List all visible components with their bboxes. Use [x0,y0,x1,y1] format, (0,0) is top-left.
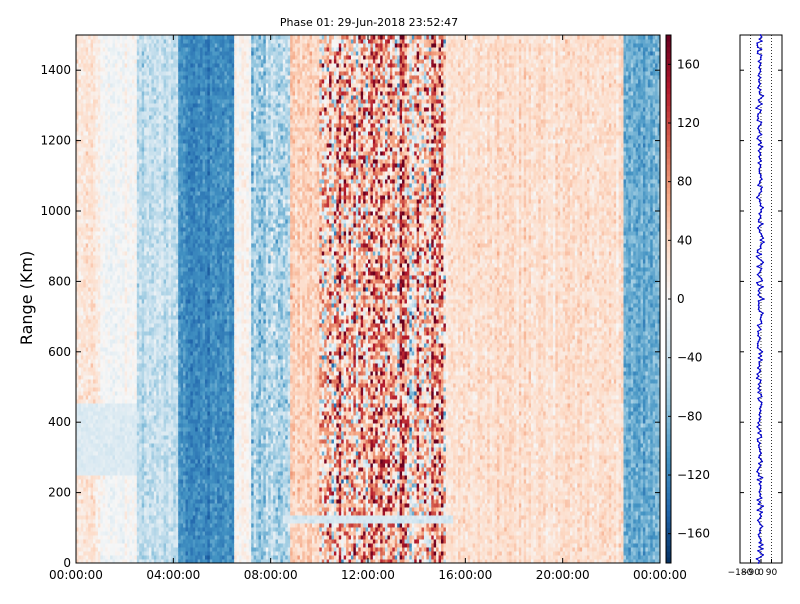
heatmap-cells [76,35,661,564]
chart-title: Phase 01: 29-Jun-2018 23:52:47 [280,16,458,29]
y-axis-label: Range (Km) [17,251,36,345]
